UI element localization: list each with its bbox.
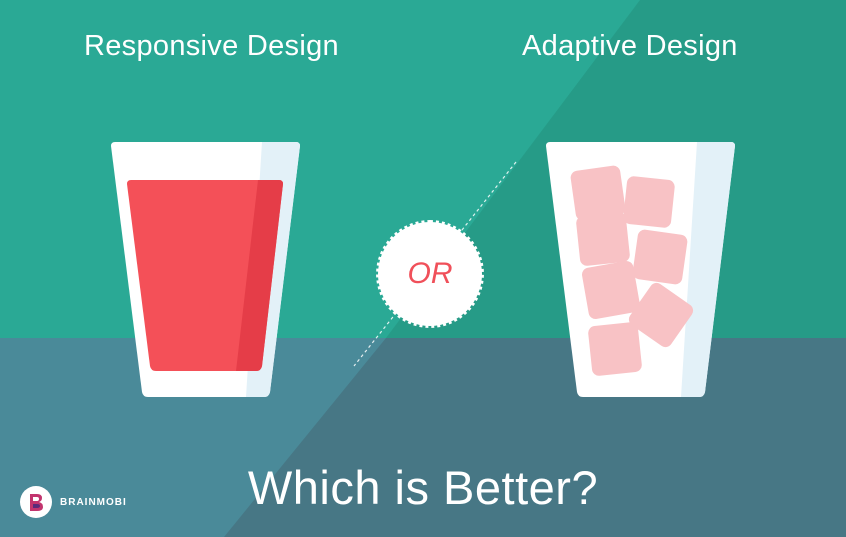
divider-dashed-line <box>353 161 517 367</box>
brainmobi-logo-icon <box>20 486 52 518</box>
juice-glass-icon <box>111 142 300 397</box>
ice-glass-icon <box>546 142 735 397</box>
ice-cube <box>632 229 688 285</box>
ice-cube <box>628 282 694 348</box>
ice-cubes <box>570 165 694 376</box>
ice-cube <box>623 176 675 228</box>
ice-cube <box>576 212 630 266</box>
ice-cube <box>570 165 626 221</box>
or-badge-dotted-ring <box>376 220 484 328</box>
ice-cube <box>581 260 641 320</box>
brand-name: BRAINMOBI <box>60 496 127 508</box>
or-badge: OR <box>376 220 484 328</box>
tagline: Which is Better? <box>247 461 599 514</box>
adaptive-design-heading: Adaptive Design <box>522 30 738 62</box>
ice-cube <box>588 322 642 376</box>
responsive-design-heading: Responsive Design <box>84 30 339 62</box>
brand: BRAINMOBI <box>20 486 127 518</box>
